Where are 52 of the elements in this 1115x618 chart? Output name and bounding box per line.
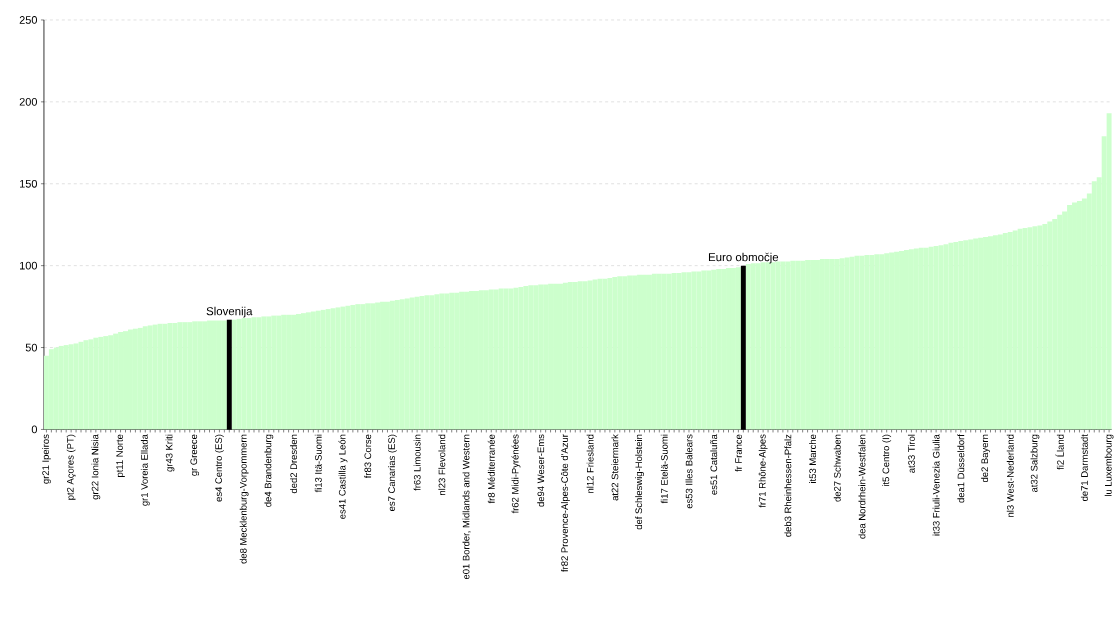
x-tick-label: fi17 Etelä-Suomi (660, 434, 668, 504)
annotation: Euro območje (708, 252, 779, 264)
x-tick-label: at33 Tirol (907, 434, 915, 473)
x-tick-label: e01 Border, Midlands and Western (462, 434, 471, 580)
x-tick-label: at22 Steiermark (611, 434, 619, 501)
x-tick-label: pt11 Norte (116, 434, 125, 477)
x-tick-label: fr62 Midi-Pyrénées (511, 434, 521, 514)
x-tick-label: nl12 Friesland (586, 434, 594, 493)
x-tick-label: it33 Friuli-Venezia Giulia (932, 434, 940, 536)
x-tick-label: de4 Brandenburg (264, 434, 274, 507)
y-tick-label: 50 (25, 343, 37, 352)
x-tick-label: it53 Marche (809, 434, 817, 483)
y-tick-label: 250 (19, 16, 37, 24)
x-tick-label: nl23 Flevoland (438, 434, 446, 495)
x-tick-label: es4 Centro (ES) (215, 434, 224, 502)
x-tick-label: fr82 Provence-Alpes-Côte d'Azur (560, 434, 570, 572)
x-tick-label: gr Greece (190, 434, 199, 476)
x-tick-label: nl3 West-Nederland (1006, 434, 1014, 517)
x-tick-label: es51 Cataluña (710, 434, 718, 495)
x-tick-label: fr8 Méditerranée (487, 434, 495, 504)
x-tick-label: gr43 Kriti (165, 434, 175, 472)
x-tick-label: at32 Salzburg (1030, 434, 1040, 492)
x-tick-label: lu Luxembourg (1104, 434, 1114, 496)
x-tick-label: fr63 Limousin (413, 434, 421, 491)
x-tick-label: es53 Illes Balears (685, 434, 693, 509)
x-tick-label: de71 Darmstadt (1080, 434, 1088, 501)
x-tick-label: it5 Centro (I) (882, 434, 892, 486)
x-tick-label: de8 Mecklenburg-Vorpommern (239, 434, 249, 564)
y-tick-label: 0 (31, 425, 37, 434)
x-tick-label: es41 Castilla y León (338, 434, 348, 519)
x-tick-label: fi2 Ĺland (1055, 434, 1064, 470)
x-tick-label: gr21 Ipeiros (42, 434, 51, 484)
x-tick-label: dea Nordrhein-Westfalen (858, 434, 866, 539)
x-tick-label: de27 Schwaben (833, 434, 841, 502)
x-tick-label: fr France (734, 434, 742, 472)
x-tick-label: ded2 Dresden (290, 434, 298, 494)
x-tick-label: es7 Canarias (ES) (388, 434, 397, 511)
y-tick-label: 150 (20, 179, 37, 188)
x-tick-label: gr1 Voreia Ellada (140, 434, 150, 506)
x-tick-label: fr83 Corse (364, 434, 372, 479)
x-tick-label: de94 Weser-Ems (537, 434, 545, 507)
x-tick-label: pt2 Açores (PT) (66, 434, 76, 500)
x-tick-label: def Schleswig-Holstein (635, 434, 644, 530)
x-tick-label: deb3 Rheinhessen-Pfalz (784, 434, 792, 537)
x-tick-label: gr22 Ionia Nisia (91, 434, 101, 500)
x-tick-label: dea1 Düsseldorf (957, 434, 965, 503)
y-tick-label: 200 (19, 97, 37, 106)
x-tick-label: fr71 Rhône-Alpes (758, 434, 768, 508)
y-tick-label: 100 (20, 261, 37, 270)
x-tick-label: de2 Bayern (981, 434, 990, 482)
x-tick-label: fi13 Itä-Suomi (314, 434, 322, 493)
annotation: Slovenija (206, 306, 253, 318)
